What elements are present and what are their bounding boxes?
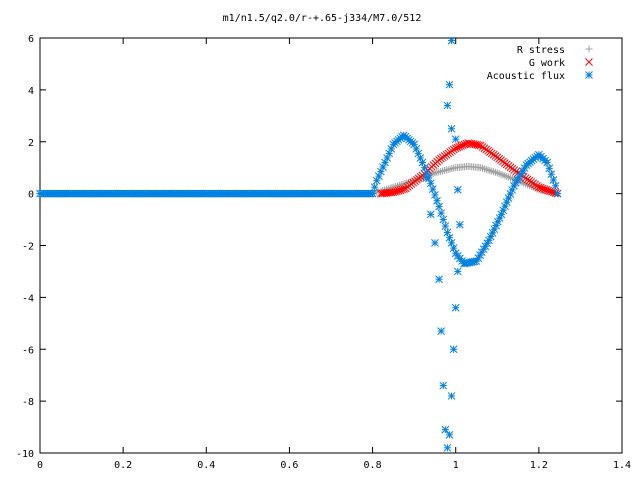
data-point bbox=[445, 430, 454, 439]
legend-marker bbox=[585, 45, 593, 53]
data-point bbox=[435, 275, 443, 284]
data-point bbox=[488, 229, 497, 237]
x-tick-label: 1.4 bbox=[613, 460, 631, 471]
data-point bbox=[485, 236, 493, 245]
data-point bbox=[370, 183, 379, 191]
data-point bbox=[449, 345, 458, 354]
data-point bbox=[447, 36, 456, 45]
data-point bbox=[545, 164, 554, 173]
x-tick-label: 0.4 bbox=[197, 460, 215, 471]
data-point bbox=[420, 163, 429, 172]
data-point bbox=[492, 221, 500, 230]
data-point bbox=[426, 210, 435, 219]
data-point bbox=[508, 186, 516, 194]
data-point bbox=[451, 303, 460, 312]
legend-marker bbox=[585, 58, 593, 66]
chart-title: m1/n1.5/q2.0/r-+.65-j334/M7.0/512 bbox=[223, 13, 422, 24]
data-point bbox=[504, 194, 513, 202]
data-point bbox=[484, 166, 492, 174]
data-point bbox=[447, 239, 456, 247]
data-point bbox=[443, 101, 452, 110]
legend: R stress G work Acoustic flux bbox=[487, 45, 593, 82]
data-point bbox=[490, 168, 498, 176]
data-point bbox=[368, 189, 377, 198]
y-tick-label: 0 bbox=[28, 190, 34, 201]
x-tick-label: 0.6 bbox=[280, 460, 298, 471]
y-tick-label: -2 bbox=[22, 242, 34, 253]
data-point bbox=[453, 267, 462, 276]
legend-label: G work bbox=[529, 58, 565, 69]
data-point bbox=[439, 381, 448, 390]
data-point bbox=[477, 164, 485, 172]
x-tick-label: 0 bbox=[37, 460, 43, 471]
data-point bbox=[445, 80, 454, 89]
axis-ticks: 0 0.2 0.4 0.6 0.8 1 1.2 1.4 6 4 2 0 -2 -4 -6 -8 -10 bbox=[16, 34, 631, 471]
series-acoustic-flux-scatter bbox=[422, 36, 464, 452]
data-point bbox=[495, 214, 504, 222]
data-point bbox=[520, 164, 529, 172]
y-tick-label: -8 bbox=[22, 397, 34, 408]
y-tick-label: -4 bbox=[22, 293, 34, 304]
data-point bbox=[400, 185, 408, 193]
x-tick-label: 1.2 bbox=[530, 460, 548, 471]
data-point bbox=[431, 239, 439, 247]
data-point bbox=[549, 176, 558, 184]
data-point bbox=[481, 242, 490, 251]
data-point bbox=[480, 165, 488, 173]
data-point bbox=[499, 206, 508, 215]
plot-frame bbox=[39, 37, 623, 454]
data-point bbox=[441, 222, 450, 230]
data-point bbox=[428, 185, 437, 193]
data-point bbox=[553, 189, 562, 198]
x-tick-label: 1 bbox=[453, 460, 459, 471]
x-tick-label: 0.8 bbox=[364, 460, 382, 471]
data-point bbox=[422, 174, 431, 182]
y-tick-label: -10 bbox=[16, 449, 34, 460]
legend-label: Acoustic flux bbox=[487, 71, 565, 82]
data-point bbox=[497, 210, 506, 219]
data-series bbox=[36, 36, 562, 452]
data-point bbox=[439, 215, 448, 224]
data-point bbox=[453, 185, 462, 194]
data-point bbox=[543, 158, 552, 167]
data-point bbox=[447, 392, 456, 400]
data-point bbox=[547, 170, 556, 179]
legend-label: R stress bbox=[517, 45, 565, 56]
data-point bbox=[486, 167, 494, 175]
data-point bbox=[479, 164, 487, 172]
data-point bbox=[433, 196, 441, 205]
series-acoustic-flux bbox=[36, 131, 562, 268]
legend-marker bbox=[585, 71, 593, 79]
y-tick-label: 4 bbox=[28, 86, 34, 97]
data-point bbox=[456, 220, 464, 229]
data-point bbox=[426, 179, 435, 188]
y-tick-label: -6 bbox=[22, 345, 34, 356]
y-tick-label: 6 bbox=[28, 34, 34, 45]
data-point bbox=[437, 327, 446, 335]
data-point bbox=[551, 181, 560, 190]
data-point bbox=[443, 443, 452, 452]
data-point bbox=[431, 191, 439, 199]
data-point bbox=[482, 165, 490, 173]
data-point bbox=[447, 124, 456, 133]
data-point bbox=[488, 167, 496, 175]
y-tick-label: 2 bbox=[28, 138, 34, 149]
data-point bbox=[435, 202, 443, 211]
data-point bbox=[451, 135, 460, 144]
data-point bbox=[437, 209, 446, 217]
x-tick-label: 0.2 bbox=[114, 460, 132, 471]
data-point bbox=[441, 425, 450, 434]
